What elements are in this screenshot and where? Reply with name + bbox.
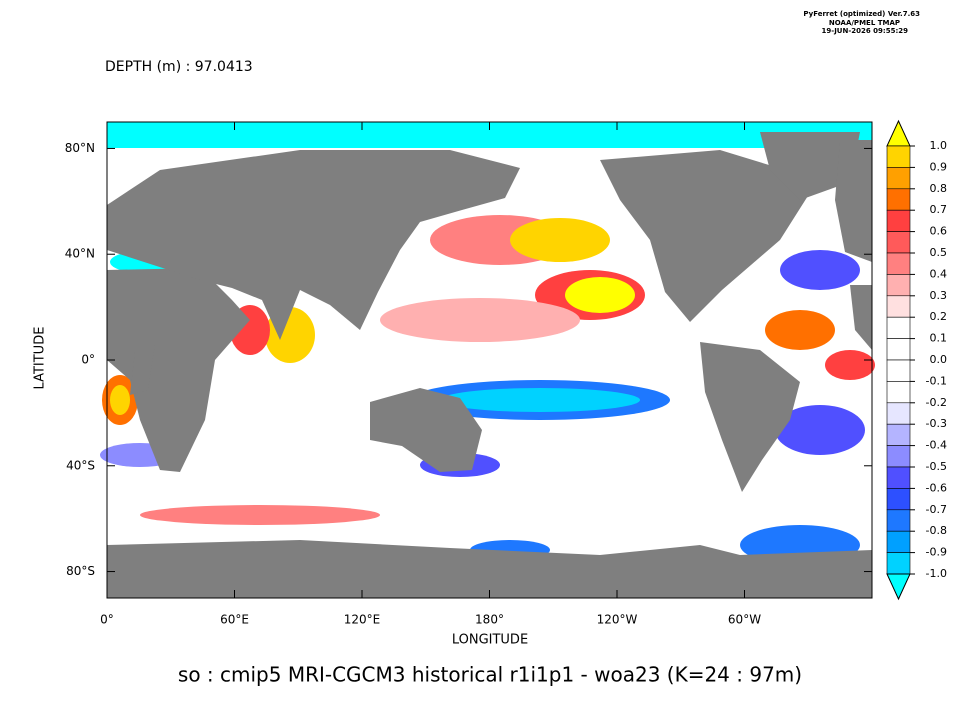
colorbar-box <box>886 145 911 168</box>
y-tick-label: 40°N <box>65 247 95 261</box>
colorbar-label: 0.9 <box>930 160 948 173</box>
map-field <box>100 122 875 598</box>
y-tick-label: 0° <box>81 353 95 367</box>
colorbar-box <box>886 252 911 275</box>
x-tick-label: 120°W <box>597 613 638 627</box>
colorbar-label: -0.5 <box>926 460 947 473</box>
colorbar-label: -0.3 <box>926 417 947 430</box>
colorbar-label: -0.9 <box>926 546 947 559</box>
colorbar-label: 0.2 <box>930 310 948 323</box>
colorbar-box <box>886 466 911 489</box>
x-tick-label: 60°W <box>728 613 761 627</box>
colorbar-arrow <box>886 573 911 601</box>
y-tick-label: 40°S <box>66 458 95 472</box>
header-line: NOAA/PMEL TMAP <box>829 19 900 27</box>
colorbar-label: -0.8 <box>926 524 947 537</box>
x-tick-label: 180° <box>475 613 504 627</box>
header-line: 19-JUN-2026 09:55:29 <box>822 27 909 35</box>
colorbar-label: 0.6 <box>930 225 948 238</box>
colorbar-box <box>886 359 911 382</box>
y-tick-label: 80°S <box>66 564 95 578</box>
colorbar-box <box>886 402 911 425</box>
colorbar-box <box>886 381 911 404</box>
colorbar-box <box>886 316 911 339</box>
x-tick-label: 120°E <box>344 613 381 627</box>
colorbar-box <box>886 209 911 232</box>
colorbar-label: 0.8 <box>930 182 948 195</box>
colorbar-box <box>886 231 911 254</box>
colorbar-box <box>886 509 911 532</box>
colorbar-box <box>886 530 911 553</box>
colorbar-label: -0.1 <box>926 374 947 387</box>
x-tick-label: 0° <box>100 613 114 627</box>
colorbar-label: 1.0 <box>930 139 948 152</box>
colorbar-label: -0.7 <box>926 503 947 516</box>
y-tick-label: 80°N <box>65 141 95 155</box>
colorbar-arrow <box>886 119 911 147</box>
y-axis-label: LATITUDE <box>33 327 48 390</box>
colorbar-label: 0.4 <box>930 267 948 280</box>
x-tick-label: 60°E <box>220 613 249 627</box>
colorbar-box <box>886 423 911 446</box>
colorbar-box <box>886 167 911 190</box>
colorbar-label: 0.0 <box>930 353 948 366</box>
x-axis-label: LONGITUDE <box>452 633 528 648</box>
colorbar-box <box>886 274 911 297</box>
chart-title: so : cmip5 MRI-CGCM3 historical r1i1p1 -… <box>178 663 802 687</box>
colorbar-box <box>886 552 911 575</box>
header-line: PyFerret (optimized) Ver.7.63 <box>803 10 920 18</box>
colorbar-label: -0.2 <box>926 396 947 409</box>
colorbar-box <box>886 188 911 211</box>
colorbar-box <box>886 488 911 511</box>
colorbar-label: 0.1 <box>930 332 948 345</box>
colorbar-box <box>886 338 911 361</box>
colorbar-label: -0.4 <box>926 439 947 452</box>
colorbar-label: 0.5 <box>930 246 948 259</box>
colorbar-label: 0.7 <box>930 203 948 216</box>
subtitle: DEPTH (m) : 97.0413 <box>105 59 253 75</box>
colorbar-box <box>886 445 911 468</box>
colorbar-label: 0.3 <box>930 289 948 302</box>
colorbar-label: -0.6 <box>926 481 947 494</box>
colorbar-box <box>886 295 911 318</box>
colorbar-label: -1.0 <box>926 567 947 580</box>
